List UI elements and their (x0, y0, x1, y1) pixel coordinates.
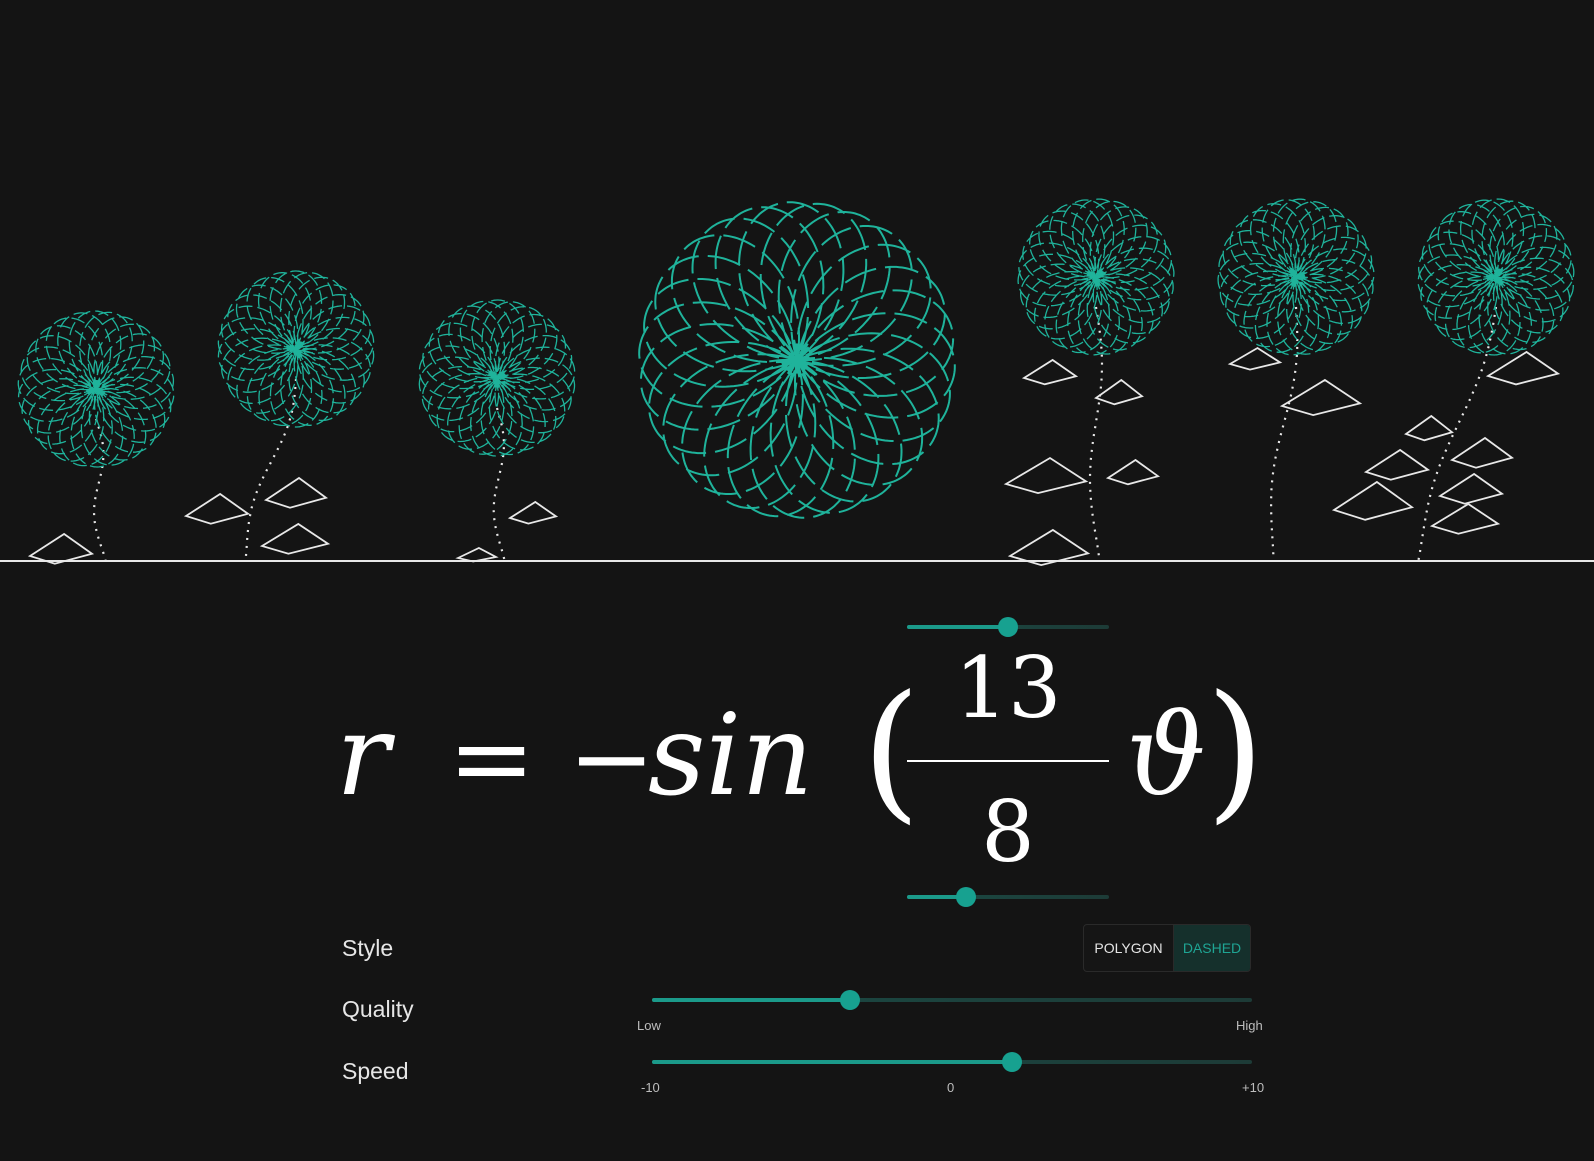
fraction-bar (907, 760, 1109, 762)
style-label: Style (342, 935, 394, 961)
leaf (455, 546, 499, 563)
flower-head (1017, 198, 1175, 356)
leaf (1094, 378, 1144, 406)
flower-head (418, 299, 576, 457)
leaf (183, 492, 251, 525)
leaf (1437, 472, 1505, 505)
style-option-polygon[interactable]: POLYGON (1084, 925, 1174, 971)
speed-label: Speed (342, 1058, 409, 1084)
denominator-slider[interactable] (907, 886, 1109, 908)
leaf (1449, 436, 1515, 469)
flower-head (217, 270, 375, 428)
fraction-denominator: 8 (981, 783, 1035, 881)
quality-label: Quality (342, 996, 414, 1022)
flower-head (17, 310, 175, 468)
numerator-slider[interactable] (907, 616, 1109, 638)
equation-minus: − (568, 697, 656, 819)
flower-head (638, 201, 956, 519)
style-toggle[interactable]: POLYGON DASHED (1083, 924, 1251, 972)
style-option-dashed[interactable]: DASHED (1174, 925, 1250, 971)
flower-stem (92, 418, 107, 561)
leaf (1227, 346, 1283, 371)
equation-equals: = (448, 697, 536, 819)
fraction-numerator: 13 (954, 639, 1062, 737)
leaf (1021, 358, 1079, 386)
leaf (1007, 528, 1091, 567)
equation-lhs: r (336, 691, 390, 821)
leaf (1003, 456, 1089, 495)
leaf (1331, 480, 1415, 521)
numerator-slider-fill (907, 625, 1008, 629)
equation-function: sin (648, 691, 814, 821)
equation-open-paren: ( (862, 664, 921, 838)
flower-head (1417, 198, 1575, 356)
leaf (507, 500, 559, 525)
denominator-slider-thumb[interactable] (955, 887, 976, 907)
leaf (1363, 448, 1431, 481)
quality-slider-fill (652, 998, 850, 1002)
quality-max-label: High (1236, 1018, 1263, 1033)
leaf (1485, 350, 1561, 386)
leaf (1404, 414, 1454, 442)
leaf (263, 476, 329, 509)
equation-variable: ϑ (1126, 691, 1207, 821)
flower-stem (244, 378, 298, 561)
flower-garden-canvas (0, 198, 1594, 567)
equation-close-paren: ) (1206, 664, 1265, 838)
leaf (1429, 502, 1501, 535)
leaf (1279, 378, 1363, 417)
quality-min-label: Low (637, 1018, 661, 1033)
flower-stem (1088, 306, 1104, 561)
numerator-slider-thumb[interactable] (998, 617, 1018, 637)
speed-tick-min: -10 (641, 1080, 660, 1095)
leaf (259, 522, 331, 555)
quality-slider-thumb[interactable] (840, 990, 860, 1010)
flower-stem (1269, 306, 1299, 561)
flower-stem (492, 407, 506, 561)
quality-slider[interactable] (652, 989, 1252, 1011)
speed-slider-thumb[interactable] (1002, 1052, 1022, 1072)
flower-head (1217, 198, 1375, 356)
speed-tick-zero: 0 (947, 1080, 955, 1095)
leaf (27, 532, 95, 565)
speed-slider-fill (652, 1060, 1012, 1064)
denominator-slider-fill (907, 895, 966, 899)
speed-slider[interactable] (652, 1051, 1252, 1073)
speed-tick-max: +10 (1242, 1080, 1265, 1095)
leaf (1105, 458, 1161, 486)
